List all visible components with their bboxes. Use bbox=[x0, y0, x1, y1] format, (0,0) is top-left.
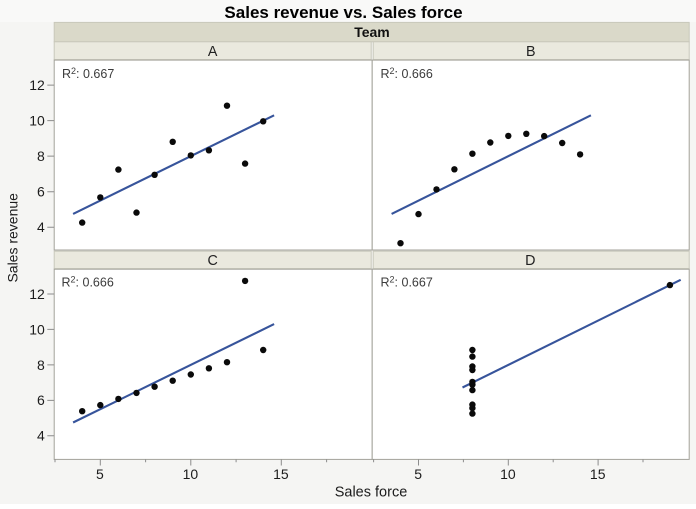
svg-text:5: 5 bbox=[414, 466, 422, 482]
svg-text:C: C bbox=[208, 253, 218, 269]
svg-text:Sales revenue: Sales revenue bbox=[4, 193, 20, 283]
svg-text:12: 12 bbox=[29, 286, 45, 302]
svg-text:R2: 0.667: R2: 0.667 bbox=[381, 275, 433, 290]
svg-text:Sales force: Sales force bbox=[335, 485, 408, 501]
svg-text:15: 15 bbox=[590, 466, 606, 482]
svg-text:6: 6 bbox=[37, 392, 45, 408]
svg-text:6: 6 bbox=[37, 184, 45, 200]
svg-text:5: 5 bbox=[96, 466, 104, 482]
svg-text:B: B bbox=[526, 44, 536, 60]
svg-text:R2: 0.666: R2: 0.666 bbox=[381, 66, 433, 81]
svg-text:R2: 0.666: R2: 0.666 bbox=[62, 275, 114, 290]
svg-text:10: 10 bbox=[29, 113, 45, 129]
svg-text:8: 8 bbox=[37, 357, 45, 373]
svg-text:10: 10 bbox=[500, 466, 516, 482]
svg-text:12: 12 bbox=[29, 77, 45, 93]
svg-text:Team: Team bbox=[354, 24, 390, 40]
svg-text:D: D bbox=[525, 253, 535, 269]
svg-text:15: 15 bbox=[273, 466, 289, 482]
svg-text:A: A bbox=[208, 44, 218, 60]
svg-text:Sales revenue vs. Sales force: Sales revenue vs. Sales force bbox=[224, 3, 462, 22]
svg-text:10: 10 bbox=[183, 466, 199, 482]
svg-text:R2: 0.667: R2: 0.667 bbox=[62, 66, 114, 81]
svg-text:10: 10 bbox=[29, 321, 45, 337]
svg-text:4: 4 bbox=[37, 428, 45, 444]
svg-text:4: 4 bbox=[37, 219, 45, 235]
svg-text:8: 8 bbox=[37, 148, 45, 164]
